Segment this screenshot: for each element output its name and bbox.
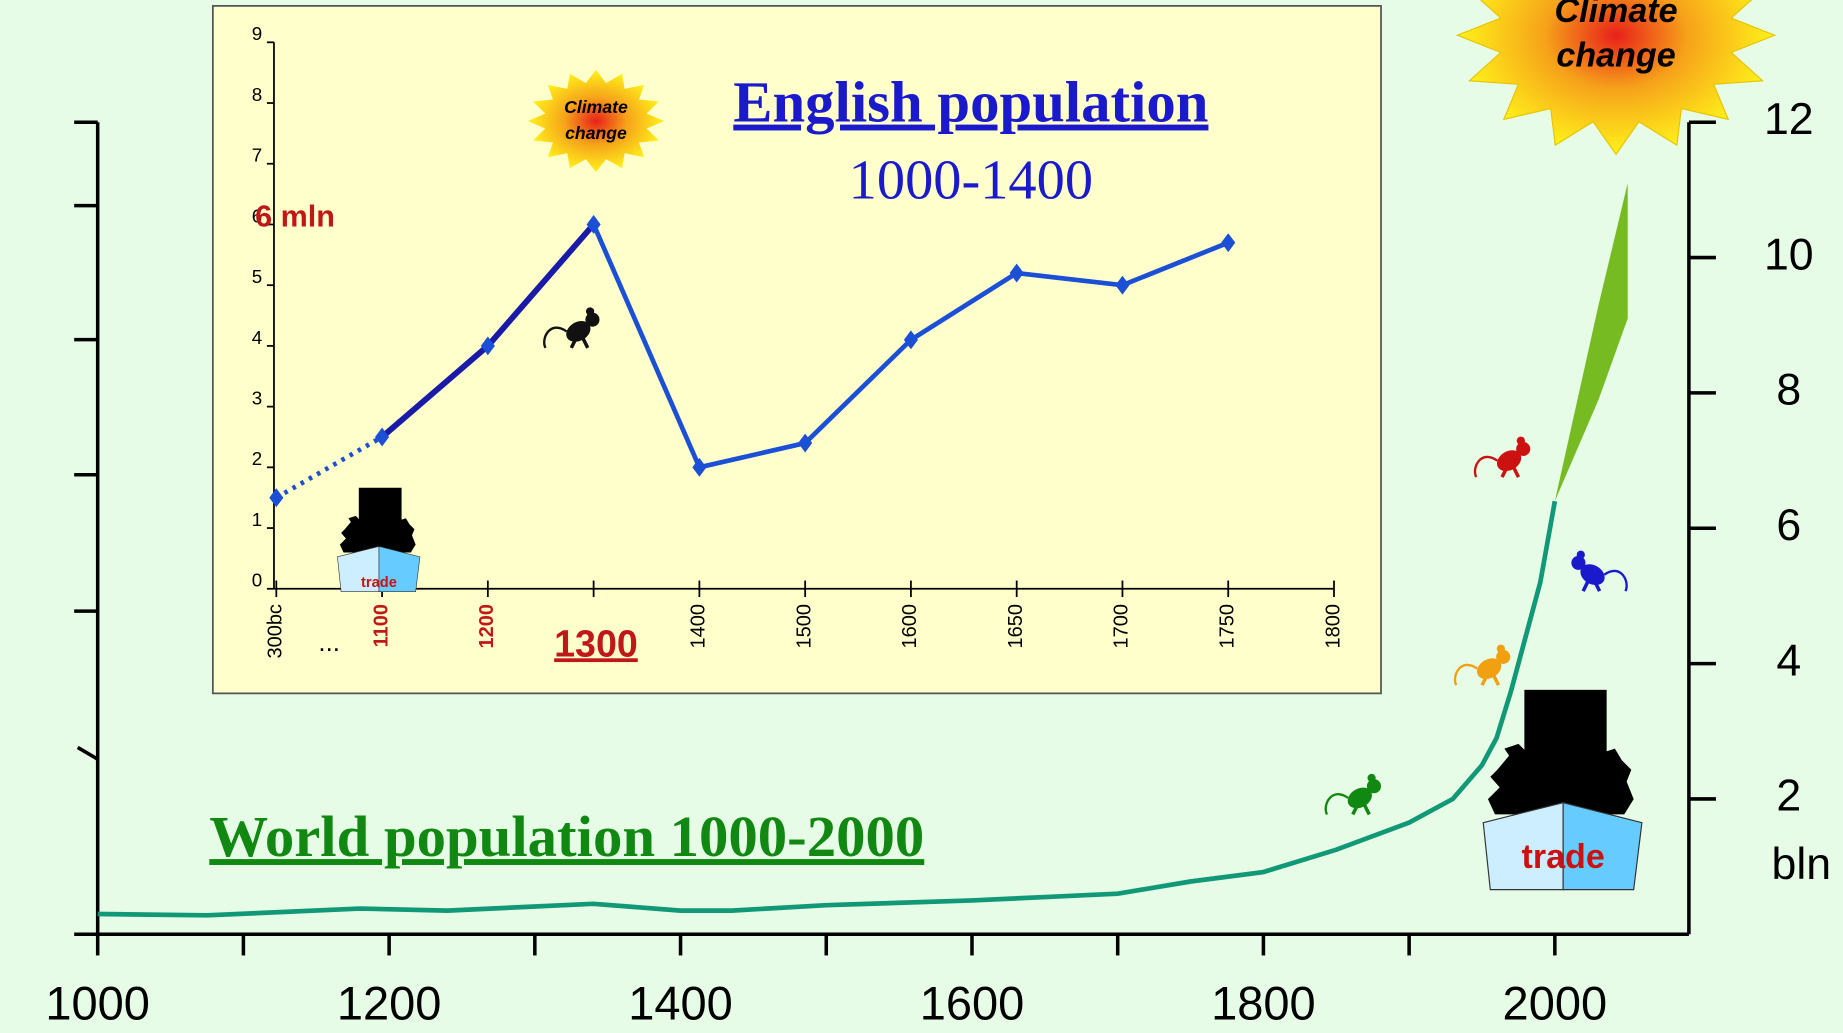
y-tick-label: 8 [1776, 366, 1801, 415]
six-mln-label: 6 mln [255, 200, 335, 234]
inset-subtitle: 1000-1400 [849, 150, 1093, 212]
y-tick-label: 4 [1776, 636, 1801, 685]
x-tick-label: 1200 [476, 604, 498, 648]
x-tick-label: 1600 [920, 977, 1025, 1030]
ellipsis: ... [318, 629, 340, 657]
y-tick-label: 6 [1776, 501, 1801, 550]
x-tick-label: 1500 [793, 604, 815, 648]
x-tick-label: 1700 [1111, 604, 1133, 648]
mouse-ear [1367, 774, 1375, 782]
x-tick-label: 1600 [899, 604, 921, 648]
y-tick-label: 1 [252, 509, 262, 530]
x-tick-label: 1800 [1322, 604, 1344, 648]
x-tick-label: 1650 [1005, 604, 1027, 648]
x-tick-label: 1400 [628, 977, 733, 1030]
y-tick-label: 8 [252, 84, 262, 105]
chart: 10001200140016001800200024681012 World p… [0, 0, 1843, 1033]
x-tick-label: 1100 [370, 604, 392, 647]
y-tick-label: 2 [1776, 772, 1801, 821]
x-tick-label: 1000 [45, 977, 150, 1030]
y-tick-label: 5 [252, 266, 262, 287]
mouse-ear [586, 307, 594, 315]
x-tick-label: 1200 [337, 977, 442, 1030]
y-tick-label: 0 [252, 570, 262, 591]
mouse-ear [1517, 437, 1525, 445]
y-tick-label: 9 [252, 23, 262, 44]
y-tick-label: 2 [252, 448, 262, 469]
page: 10001200140016001800200024681012 World p… [0, 0, 1843, 1033]
trade-label: trade [361, 575, 397, 591]
mouse-ear [1497, 645, 1505, 653]
x-tick-label: 1300 [554, 622, 638, 664]
y-tick-label: 7 [252, 145, 262, 166]
x-tick-label: 1400 [688, 604, 710, 648]
inset-title: English population [733, 70, 1208, 135]
x-tick-label: 1750 [1217, 604, 1239, 648]
y-axis-unit: bln [1772, 840, 1832, 889]
trade-label: trade [1521, 838, 1604, 876]
y-tick-label: 12 [1764, 95, 1814, 144]
x-tick-label: 2000 [1503, 977, 1608, 1030]
x-tick-label: 300bc [265, 604, 287, 658]
y-tick-label: 3 [252, 388, 262, 409]
x-tick-label: 1800 [1211, 977, 1316, 1030]
y-tick-label: 4 [252, 327, 262, 348]
world-title: World population 1000-2000 [209, 804, 924, 869]
starburst [528, 70, 664, 172]
y-tick-label: 10 [1764, 230, 1814, 279]
mouse-ear [1577, 551, 1585, 559]
